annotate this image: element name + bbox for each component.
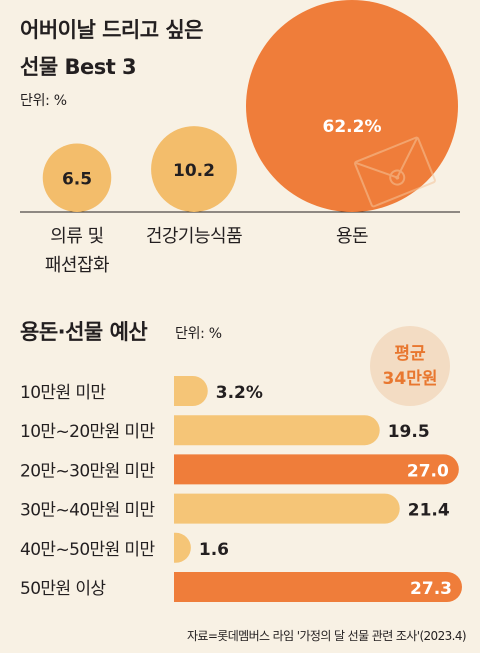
bar-category-label: 30만~40만원 미만 bbox=[20, 501, 155, 521]
chart1-title-line1: 어버이날 드리고 싶은 bbox=[20, 18, 204, 42]
bar bbox=[174, 493, 400, 524]
bubble-value-label: 6.5 bbox=[62, 170, 92, 190]
source-note: 자료=롯데멤버스 라임 '가정의 달 선물 관련 조사'(2023.4) bbox=[186, 629, 467, 643]
bar-value-label: 21.4 bbox=[408, 501, 450, 521]
average-label: 평균 bbox=[394, 344, 426, 364]
bubble-category-label: 패션잡화 bbox=[45, 255, 109, 276]
bubble bbox=[42, 143, 112, 212]
bar-category-label: 40만~50만원 미만 bbox=[20, 540, 155, 560]
chart2-unit: 단위: % bbox=[175, 326, 222, 342]
average-badge bbox=[370, 326, 450, 406]
bar-value-label: 19.5 bbox=[388, 422, 430, 442]
chart2-title: 용돈·선물 예산 bbox=[20, 320, 148, 344]
bubble bbox=[246, 0, 458, 212]
bubble-value-label: 10.2 bbox=[173, 161, 215, 181]
bar-value-label: 3.2% bbox=[216, 383, 263, 403]
bar-category-label: 50만원 이상 bbox=[20, 579, 106, 599]
bar-value-label: 27.3 bbox=[410, 579, 452, 599]
bar bbox=[174, 415, 380, 446]
bar-category-label: 10만~20만원 미만 bbox=[20, 422, 155, 442]
bar bbox=[174, 454, 459, 485]
bubble bbox=[151, 126, 237, 212]
bar-value-label: 27.0 bbox=[407, 461, 449, 481]
chart1-title-line2: 선물 Best 3 bbox=[20, 55, 137, 79]
average-value: 34만원 bbox=[383, 369, 438, 389]
bar-category-label: 20만~30만원 미만 bbox=[20, 461, 155, 481]
bubble-value-label: 62.2% bbox=[323, 117, 382, 137]
bubble-category-label: 용돈 bbox=[336, 226, 368, 247]
envelope-icon bbox=[354, 136, 436, 208]
bar bbox=[174, 376, 208, 406]
chart1-unit: 단위: % bbox=[20, 93, 67, 109]
bar bbox=[174, 572, 462, 602]
bar-category-label: 10만원 미만 bbox=[20, 383, 106, 403]
bar bbox=[174, 532, 191, 563]
bubble-category-label: 건강기능식품 bbox=[146, 226, 242, 247]
bubble-category-label: 의류 및 bbox=[50, 226, 103, 247]
bar-value-label: 1.6 bbox=[199, 540, 229, 560]
